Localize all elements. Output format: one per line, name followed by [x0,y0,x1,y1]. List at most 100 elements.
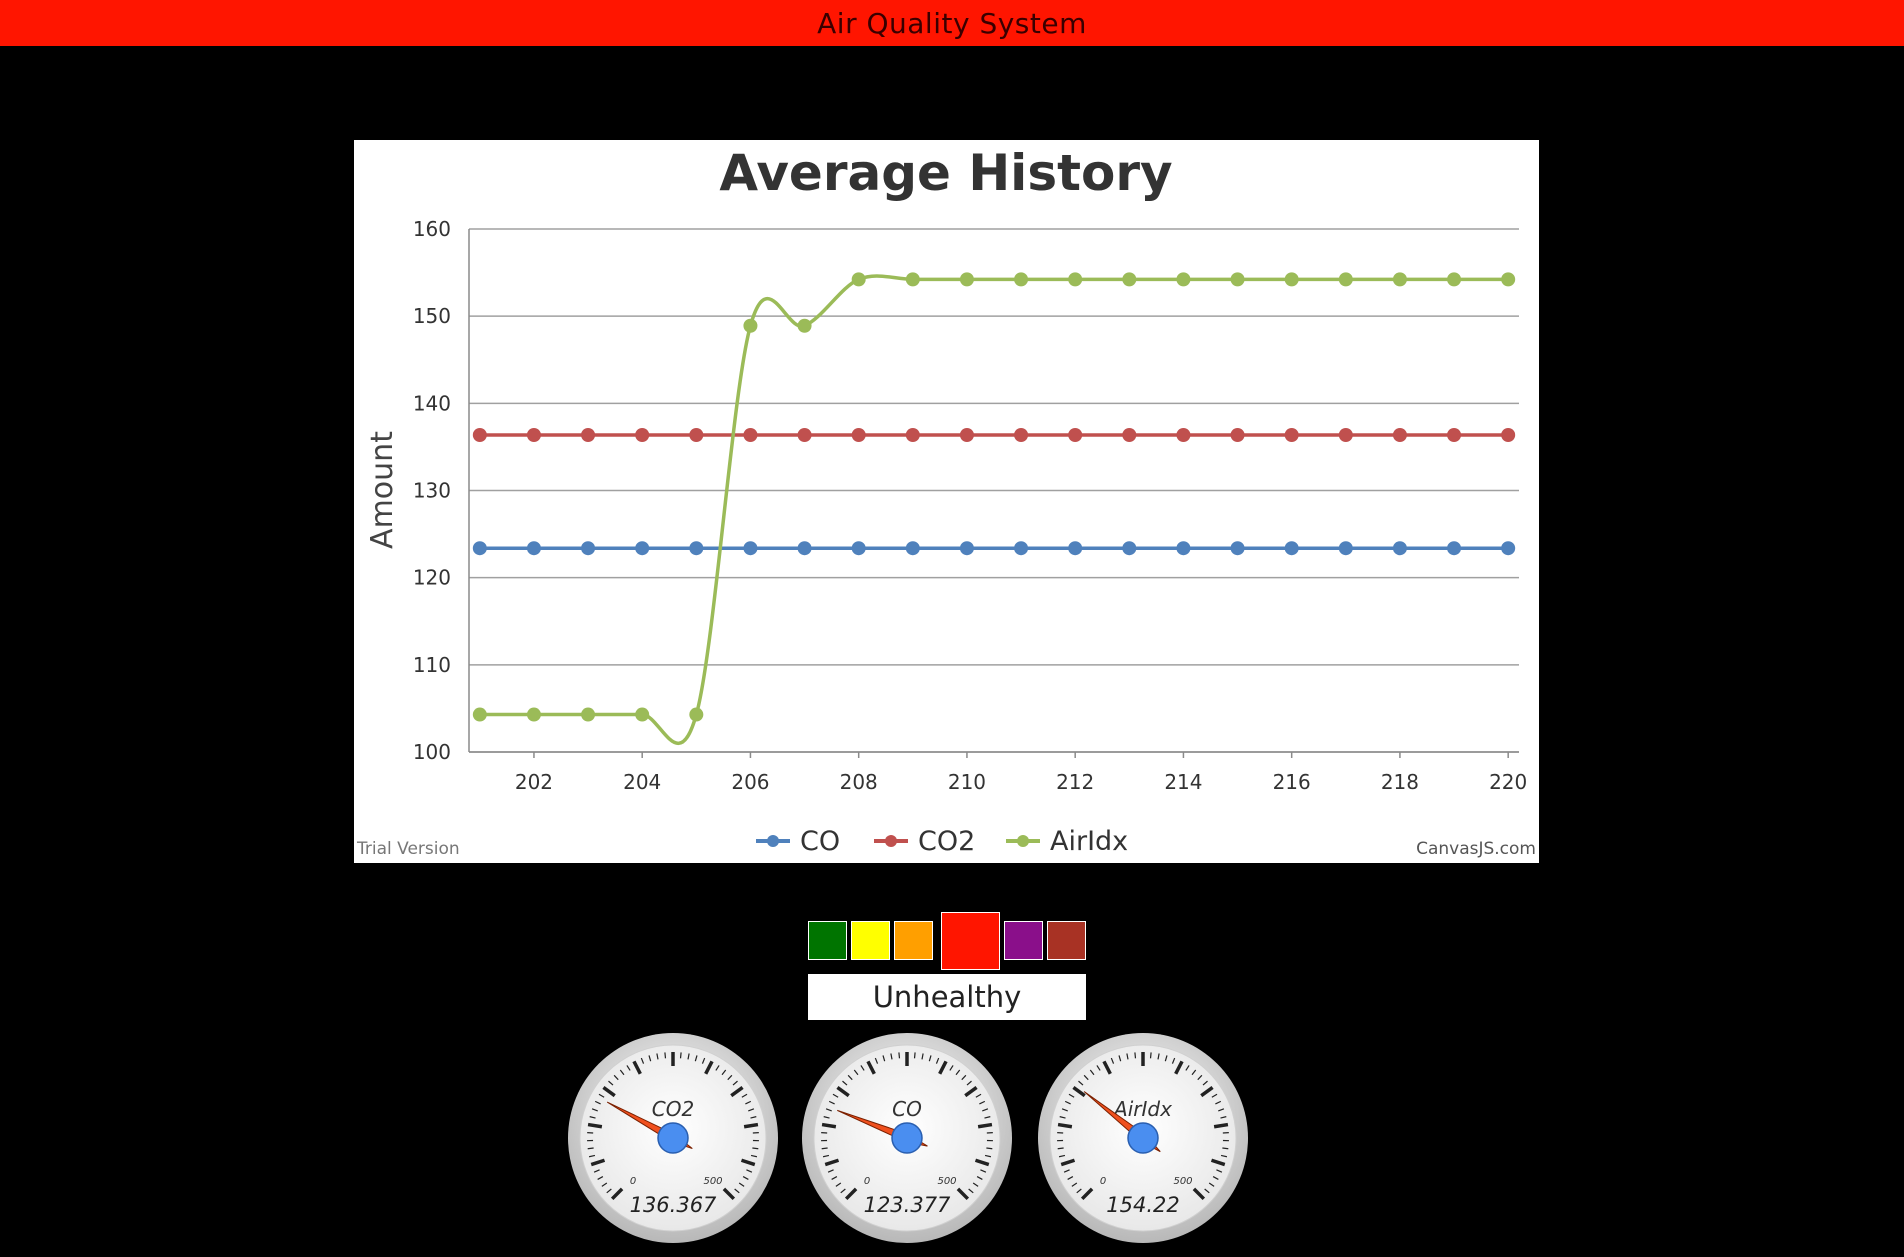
gauge-minor-tick [835,1182,842,1187]
gauge-major-tick [587,1122,603,1129]
co2-data-point [1230,428,1245,443]
gauge-minor-tick [591,1108,598,1112]
co-data-point [1338,541,1353,556]
gauge-minor-tick [727,1074,733,1081]
airidx-data-point [797,318,812,333]
gauge-minor-tick [750,1116,757,1119]
gauge-minor-tick [823,1116,830,1119]
aqi-level-hazardous [1047,921,1086,960]
aqi-level-very-unhealthy [1004,921,1043,960]
x-tick-label: 216 [1273,770,1311,794]
gauge-minor-tick [715,1065,720,1071]
gauge-minor-tick [606,1188,612,1194]
gauge-dial: CO2 0 500 136.367 [568,1033,778,1243]
gauge-minor-tick [975,1093,982,1098]
gauge-major-tick [1102,1060,1112,1075]
gauge-major-tick [1057,1122,1073,1129]
co2-data-point [635,428,650,443]
gauge-minor-tick [961,1074,967,1081]
gauge-minor-tick [750,1154,758,1158]
gauge-minor-tick [1218,1108,1225,1112]
co2-data-point [1392,428,1407,443]
x-tick-label: 212 [1056,770,1094,794]
gauge-minor-tick [1076,1188,1082,1194]
airidx-data-point [905,272,920,287]
gauge-minor-tick [860,1065,865,1071]
gauge-minor-tick [597,1176,604,1180]
y-tick-label: 110 [413,653,451,677]
co2-data-point [959,428,974,443]
gauge-major-tick [1210,1158,1226,1167]
gauge-minor-tick [1157,1053,1160,1060]
co-data-point [526,541,541,556]
x-tick-label: 204 [623,770,661,794]
gauge-major-tick [821,1122,837,1129]
gauge-minor-tick [734,1188,740,1194]
gauge-min-label: 0 [630,1176,636,1187]
co-data-point [581,541,596,556]
gauge-minor-tick [1110,1057,1115,1064]
gauge-minor-tick [752,1147,759,1150]
gauge-minor-tick [1202,1080,1208,1086]
gauge-minor-tick [732,1080,738,1086]
gauge-hub [657,1122,689,1154]
airidx-data-point [1230,272,1245,287]
co-data-point [743,541,758,556]
co-data-point [689,541,704,556]
gauge-minor-tick [847,1074,853,1081]
gauge-minor-tick [935,1057,940,1064]
gauge-minor-tick [968,1188,974,1194]
co2-data-point [472,428,487,443]
y-tick-label: 140 [413,391,451,415]
co-data-point [905,541,920,556]
gauge-major-tick [1080,1187,1094,1201]
gauge-minor-tick [746,1169,753,1173]
y-axis-label: Amount [365,431,400,549]
gauge-minor-tick [1067,1176,1074,1180]
gauge-major-tick [1200,1086,1214,1098]
gauge-minor-tick [1057,1147,1064,1150]
gauge-minor-tick [913,1052,916,1059]
airidx-data-point [581,707,596,722]
airidx-series-line [479,274,1509,745]
airidx-data-point [743,318,758,333]
x-tick-label: 210 [948,770,986,794]
airidx-data-point [1284,272,1299,287]
canvasjs-watermark: CanvasJS.com [1416,839,1536,859]
aqi-level-moderate [851,921,890,960]
co-data-point [1122,541,1137,556]
gauge-minor-tick [742,1176,749,1180]
gauge-minor-tick [587,1147,594,1150]
x-tick-label: 202 [515,770,553,794]
gauge-minor-tick [601,1182,608,1187]
co2-data-point [1447,428,1462,443]
gauge-minor-tick [1208,1182,1215,1187]
gauge-minor-tick [1126,1053,1129,1060]
airidx-data-point [1338,272,1353,287]
gauge-minor-tick [1063,1169,1070,1173]
y-tick-label: 120 [413,566,451,590]
gauge-value: 123.377 [864,1193,951,1217]
gauge-minor-tick [984,1116,991,1119]
gauge-major-tick [1192,1187,1206,1201]
gauge-minor-tick [1185,1065,1190,1071]
gauge-major-tick [590,1158,606,1167]
gauge-major-tick [1174,1060,1184,1075]
gauge-minor-tick [921,1053,924,1060]
gauge-minor-tick [976,1176,983,1180]
gauge-minor-tick [1197,1074,1203,1081]
gauge-major-tick [974,1158,990,1167]
gauge-major-tick [610,1187,624,1201]
gauge-minor-tick [1083,1074,1089,1081]
gauge-minor-tick [679,1052,682,1059]
airidx-legend-marker [1017,835,1029,847]
gauge-minor-tick [721,1069,727,1076]
co2-data-point [743,428,758,443]
gauge-minor-tick [828,1100,835,1105]
app-header: Air Quality System [0,0,1904,46]
gauge-minor-tick [648,1055,652,1062]
airidx-data-point [1392,272,1407,287]
gauge-minor-tick [825,1108,832,1112]
gauge-minor-tick [687,1053,690,1060]
gauge-major-tick [956,1187,970,1201]
